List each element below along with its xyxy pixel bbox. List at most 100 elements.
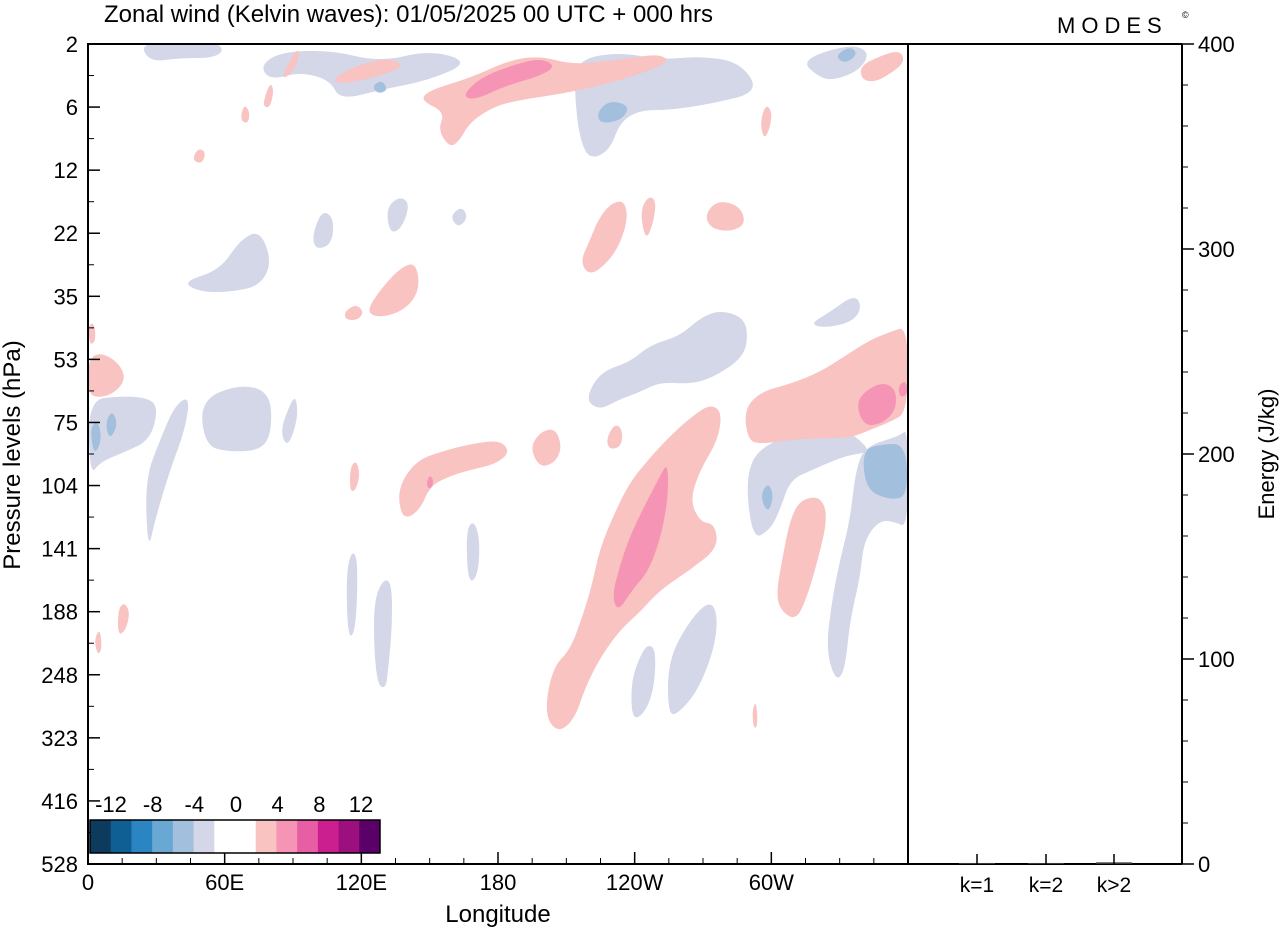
colorbar-swatch [317, 820, 340, 853]
pressure-tick-label: 75 [54, 410, 78, 435]
energy-tick-label: 100 [1198, 647, 1235, 672]
easterly-anomaly-region [466, 523, 480, 581]
easterly-anomaly-region [146, 399, 189, 541]
easterly-anomaly-region [762, 485, 773, 510]
westerly-anomaly-region [118, 604, 129, 634]
westerly-anomaly-region [241, 106, 250, 123]
colorbar-swatch [276, 820, 298, 853]
colorbar-swatch [131, 820, 153, 853]
colorbar-swatch [172, 820, 195, 853]
westerly-anomaly-region [465, 60, 552, 99]
easterly-anomaly-region [863, 444, 908, 499]
westerly-anomaly-region [399, 441, 508, 517]
brand-mark: © [1182, 10, 1189, 20]
westerly-anomaly-region [193, 149, 205, 163]
westerly-anomaly-region [607, 425, 622, 449]
easterly-anomaly-region [838, 48, 856, 62]
westerly-anomaly-region [264, 85, 273, 108]
pressure-tick-label: 104 [41, 474, 78, 499]
westerly-anomaly-region [88, 354, 124, 397]
westerly-anomaly-region [898, 382, 908, 397]
easterly-anomaly-region [588, 312, 747, 408]
easterly-anomaly-region [373, 81, 387, 93]
wavenumber-axis: k=1 k=2 k>2 [960, 854, 1131, 897]
pressure-tick-label: 2 [66, 32, 78, 57]
brand-logo: MODES [1057, 13, 1168, 38]
colorbar: -12 -8 -4 0 4 8 12 [89, 792, 381, 854]
pressure-tick-label: 528 [41, 852, 78, 877]
easterly-anomaly-region [202, 386, 272, 452]
pressure-tick-label: 323 [41, 726, 78, 751]
easterly-anomaly-region [631, 646, 656, 718]
westerly-anomaly-region [752, 704, 758, 728]
colorbar-swatch [152, 820, 174, 853]
westerly-anomaly-region [613, 467, 668, 608]
westerly-anomaly-region [95, 631, 102, 654]
pressure-tick-label: 35 [54, 284, 78, 309]
colorbar-swatch [235, 820, 257, 853]
colorbar-label: -12 [95, 792, 127, 817]
easterly-anomaly-region [747, 430, 867, 536]
westerly-anomaly-region [777, 497, 826, 618]
westerly-anomaly-region [369, 264, 419, 317]
westerly-anomaly-region [427, 476, 433, 489]
longitude-tick-label: 120E [336, 870, 387, 895]
westerly-anomaly-region [706, 202, 744, 231]
westerly-anomaly-region [860, 52, 904, 82]
colorbar-label: 8 [313, 792, 325, 817]
pressure-tick-label: 6 [66, 95, 78, 120]
pressure-tick-label: 53 [54, 347, 78, 372]
energy-axis-label: Energy (J/kg) [1254, 389, 1279, 520]
easterly-anomaly-region [668, 604, 717, 715]
longitude-tick-label: 120W [606, 870, 664, 895]
westerly-anomaly-region [858, 384, 896, 426]
pressure-tick-label: 416 [41, 789, 78, 814]
easterly-anomaly-region [91, 422, 101, 451]
westerly-anomaly-region [582, 201, 627, 273]
wavenumber-label: k=1 [960, 874, 994, 897]
colorbar-label: 0 [230, 792, 242, 817]
pressure-tick-label: 188 [41, 600, 78, 625]
pressure-tick-label: 248 [41, 663, 78, 688]
easterly-anomaly-region [282, 398, 298, 443]
wavenumber-label: k>2 [1097, 874, 1131, 897]
colorbar-swatch [297, 820, 319, 853]
westerly-anomaly-region [283, 50, 299, 78]
easterly-anomaly-region [188, 233, 269, 292]
westerly-anomaly-region [350, 462, 359, 492]
colorbar-swatch [359, 820, 381, 853]
westerly-anomaly-region [335, 59, 401, 83]
easterly-anomaly-region [346, 553, 358, 636]
easterly-anomaly-region [143, 44, 222, 61]
energy-tick-label: 0 [1198, 852, 1210, 877]
pressure-axis: 2 6 12 22 35 53 75 104 141 188 248 323 416 528 [41, 32, 100, 877]
energy-axis: 0 100 200 300 400 [1182, 32, 1235, 877]
colorbar-swatch [338, 820, 360, 853]
colorbar-swatch [255, 820, 277, 853]
westerly-anomaly-region [532, 429, 561, 466]
colorbar-label: 12 [349, 792, 373, 817]
easterly-anomaly-region [598, 102, 628, 123]
longitude-tick-label: 60E [205, 870, 244, 895]
westerly-anomaly-region [641, 197, 656, 236]
easterly-anomaly-region [814, 297, 860, 327]
colorbar-swatch [110, 820, 132, 853]
easterly-anomaly-region [452, 208, 467, 226]
westerly-anomaly-region [344, 306, 363, 320]
y-axis-label: Pressure levels (hPa) [0, 340, 26, 569]
wavenumber-label: k=2 [1029, 874, 1063, 897]
hovmoller-panel: 2 6 12 22 35 53 75 104 141 188 248 323 416 528 0 60E 12… [41, 32, 909, 895]
colorbar-label: -8 [143, 792, 163, 817]
chart-title: Zonal wind (Kelvin waves): 01/05/2025 00… [104, 1, 713, 28]
pressure-tick-label: 12 [54, 158, 78, 183]
energy-panel: 0 100 200 300 400 k=1 k=2 k>2 [908, 32, 1235, 897]
easterly-anomaly-region [106, 413, 117, 436]
colorbar-swatch [90, 820, 112, 853]
longitude-tick-label: 180 [480, 870, 517, 895]
easterly-anomaly-region [313, 213, 334, 248]
colorbar-label: 4 [272, 792, 284, 817]
westerly-anomaly-region [88, 323, 96, 344]
westerly-anomaly-region [761, 106, 772, 137]
longitude-tick-label: 60W [749, 870, 794, 895]
